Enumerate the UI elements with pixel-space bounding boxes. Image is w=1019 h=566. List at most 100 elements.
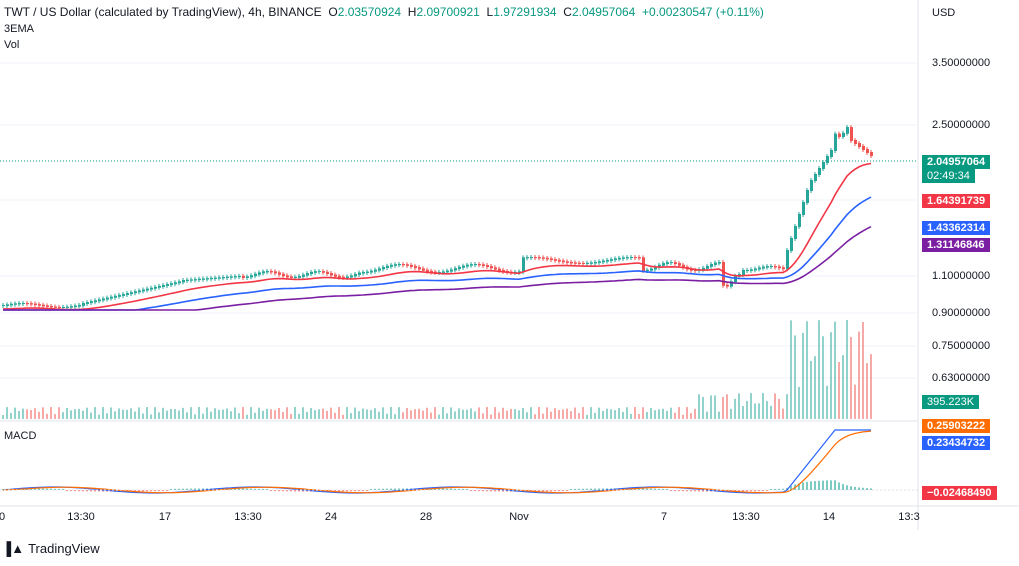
close-key: C bbox=[563, 5, 572, 19]
candle-body bbox=[362, 271, 365, 274]
macd-histogram-bar bbox=[246, 488, 248, 490]
volume-bar bbox=[222, 409, 224, 419]
volume-bar bbox=[258, 407, 260, 419]
macd-histogram-bar bbox=[670, 490, 672, 492]
volume-bar bbox=[862, 321, 864, 419]
price-tick: 2.50000000 bbox=[932, 119, 991, 131]
volume-bar bbox=[142, 413, 144, 419]
candle-body bbox=[622, 257, 625, 259]
macd-histogram-bar bbox=[858, 487, 860, 490]
macd-histogram-bar bbox=[390, 488, 392, 490]
volume-bar bbox=[458, 408, 460, 419]
volume-bar bbox=[426, 407, 428, 419]
macd-histogram-bar bbox=[234, 488, 236, 490]
macd-histogram-bar bbox=[378, 488, 380, 490]
volume-bar bbox=[374, 408, 376, 419]
macd-histogram-bar bbox=[198, 488, 200, 490]
candle-body bbox=[746, 269, 749, 271]
macd-histogram-bar bbox=[646, 488, 648, 490]
volume-bar bbox=[602, 410, 604, 419]
vol-indicator-label[interactable]: Vol bbox=[4, 39, 20, 51]
macd-histogram-bar bbox=[598, 488, 600, 490]
macd-histogram-bar bbox=[470, 490, 472, 492]
candle-body bbox=[210, 277, 213, 280]
macd-histogram-bar bbox=[34, 488, 36, 490]
macd-histogram-bar bbox=[170, 488, 172, 490]
high-value: 2.09700921 bbox=[416, 5, 480, 19]
volume-bar bbox=[390, 407, 392, 419]
volume-bar bbox=[318, 409, 320, 419]
candle-body bbox=[694, 269, 697, 271]
volume-bar bbox=[446, 413, 448, 419]
tradingview-logo[interactable]: ▐▲ TradingView bbox=[2, 541, 100, 556]
candle-body bbox=[630, 257, 633, 259]
volume-bar bbox=[682, 414, 684, 419]
candle-body bbox=[78, 304, 81, 307]
volume-bar bbox=[826, 385, 828, 419]
currency-label[interactable]: USD bbox=[932, 7, 956, 19]
candle-body bbox=[478, 264, 481, 266]
candle-body bbox=[806, 190, 809, 203]
volume-bar bbox=[126, 409, 128, 419]
candle-body bbox=[86, 302, 89, 304]
macd-histogram-bar bbox=[558, 490, 560, 492]
volume-bar bbox=[674, 412, 676, 419]
macd-histogram-bar bbox=[854, 486, 856, 490]
candle-body bbox=[98, 299, 101, 302]
volume-bar bbox=[278, 408, 280, 419]
volume-bar bbox=[298, 413, 300, 419]
volume-bar bbox=[590, 407, 592, 419]
macd-histogram-bar bbox=[602, 488, 604, 490]
volume-bar bbox=[850, 337, 852, 419]
candle-body bbox=[178, 281, 181, 284]
volume-bar bbox=[542, 413, 544, 419]
volume-bar bbox=[470, 408, 472, 419]
candle-body bbox=[122, 294, 125, 296]
volume-bar bbox=[606, 408, 608, 419]
volume-bar bbox=[858, 331, 860, 419]
macd-histogram-bar bbox=[578, 488, 580, 490]
volume-bar bbox=[86, 407, 88, 419]
macd-histogram-bar bbox=[90, 490, 92, 492]
candle-body bbox=[834, 133, 837, 151]
volume-bar bbox=[414, 409, 416, 419]
macd-histogram-bar bbox=[38, 488, 40, 490]
candle-body bbox=[610, 259, 613, 261]
candle-body bbox=[702, 267, 705, 271]
ema-indicator-label[interactable]: 3EMA bbox=[4, 23, 34, 35]
volume-bar bbox=[54, 414, 56, 419]
volume-bar bbox=[438, 414, 440, 419]
candle-body bbox=[518, 271, 521, 273]
volume-bar bbox=[186, 412, 188, 419]
volume-bar bbox=[294, 407, 296, 419]
macd-histogram-bar bbox=[262, 488, 264, 490]
candle-body bbox=[166, 284, 169, 286]
candle-body bbox=[50, 306, 53, 308]
candle-body bbox=[350, 275, 353, 278]
volume-bar bbox=[250, 407, 252, 419]
macd-histogram-bar bbox=[282, 490, 284, 492]
volume-bar bbox=[182, 407, 184, 419]
volume-bar bbox=[190, 407, 192, 419]
candle-body bbox=[634, 257, 637, 259]
volume-bar bbox=[234, 407, 236, 419]
volume-bar bbox=[30, 410, 32, 419]
macd-histogram-bar bbox=[374, 488, 376, 490]
candle-body bbox=[70, 306, 73, 308]
candle-body bbox=[866, 149, 869, 153]
macd-histogram-bar bbox=[386, 488, 388, 490]
symbol-title[interactable]: TWT / US Dollar (calculated by TradingVi… bbox=[4, 5, 322, 19]
volume-bar bbox=[58, 407, 60, 419]
macd-indicator-label[interactable]: MACD bbox=[4, 430, 37, 442]
candle-body bbox=[542, 257, 545, 259]
macd-histogram-bar bbox=[354, 490, 356, 492]
candle-body bbox=[638, 257, 641, 259]
macd-histogram-bar bbox=[142, 490, 144, 492]
volume-bar bbox=[70, 410, 72, 419]
macd-histogram-bar bbox=[258, 488, 260, 490]
candle-body bbox=[562, 260, 565, 263]
macd-histogram-bar bbox=[286, 490, 288, 492]
candle-body bbox=[74, 305, 77, 308]
macd-histogram-bar bbox=[50, 488, 52, 490]
